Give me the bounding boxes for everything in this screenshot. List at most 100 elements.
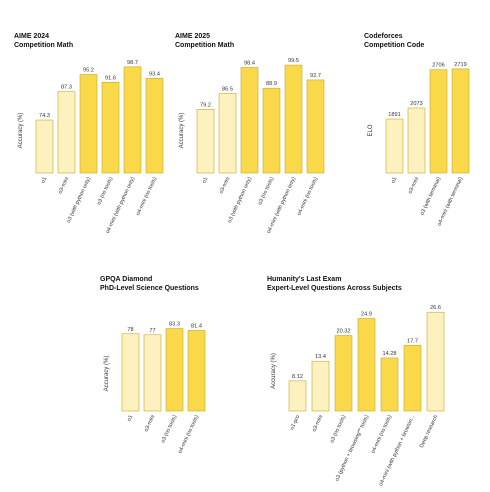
bar-value-label: 86.5: [222, 86, 233, 92]
y-axis-label: Accuracy (%): [18, 113, 24, 149]
bar-value-label: 2073: [410, 101, 422, 107]
x-tick-label: o3 (no tools): [96, 176, 114, 206]
bar: [429, 69, 448, 174]
bar-value-label: 1891: [388, 112, 400, 118]
y-axis-label: ELO: [368, 124, 374, 136]
chart-title: Humanity's Last Exam Expert-Level Questio…: [267, 275, 402, 293]
x-tick-label: o1: [126, 414, 134, 422]
chart-title-line: AIME 2024: [14, 33, 50, 40]
chart-svg: ELO 1891 o1 2073 o3-mini 2706 o3 (with termina…: [368, 62, 470, 227]
bar: [380, 357, 399, 412]
bar: [35, 119, 54, 174]
bar: [187, 330, 206, 412]
x-tick-label: Deep research: [419, 414, 439, 449]
y-axis-label: Accuracy (%): [104, 356, 110, 392]
bar-value-label: 26.6: [430, 305, 441, 311]
x-tick-label: o4-mini (with terminal): [436, 176, 464, 227]
x-tick-label: o1-pro: [289, 414, 301, 431]
bar: [218, 93, 237, 174]
x-tick-label: o3 (no tools): [257, 176, 275, 206]
bar: [284, 64, 303, 174]
bar: [79, 74, 98, 174]
x-tick-label: o4-mini (no tools): [370, 414, 393, 454]
chart-title: GPQA Diamond PhD-Level Science Questions: [100, 275, 199, 293]
chart-title-line: GPQA Diamond: [100, 276, 153, 283]
bar: [262, 87, 281, 174]
bar-value-label: 81.4: [191, 323, 202, 329]
bar: [145, 78, 164, 174]
x-tick-label: o3-mini: [57, 176, 70, 195]
bar-value-label: 8.12: [292, 374, 303, 380]
chart-title-line: Humanity's Last Exam: [267, 276, 342, 283]
x-tick-label: o3 (with python only): [227, 176, 254, 224]
chart-title: Codeforces Competition Code: [364, 32, 424, 50]
bar: [306, 79, 325, 174]
chart-title: AIME 2024 Competition Math: [14, 32, 73, 50]
x-tick-label: o3 (with python only): [66, 176, 93, 224]
x-tick-label: o3 (no tools): [329, 414, 347, 444]
x-tick-label: o1: [40, 176, 48, 184]
chart-subtitle-line: Expert-Level Questions Across Subjects: [267, 285, 402, 292]
chart-svg: Accuracy (%) 8.12 o1-pro 13.4 o3-mini 20.32 o3…: [271, 305, 445, 487]
x-tick-label: o3-mini: [218, 176, 231, 195]
bar-value-label: 83.3: [169, 322, 180, 328]
bar: [385, 118, 404, 174]
bar: [403, 344, 422, 412]
chart-subtitle-line: Competition Math: [175, 42, 235, 49]
bar: [196, 109, 215, 174]
bar: [407, 107, 426, 174]
bar-value-label: 13.4: [315, 354, 326, 360]
x-tick-label: o4-mini (no tools): [296, 176, 319, 216]
bar-value-label: 77: [149, 328, 155, 334]
chart-title: AIME 2025 Competition Math: [175, 32, 234, 50]
x-tick-label: o3-mini: [143, 414, 156, 433]
bar-value-label: 99.5: [288, 58, 299, 64]
bar-value-label: 20.32: [337, 329, 351, 335]
bar: [288, 380, 307, 412]
chart-subtitle-line: Competition Code: [364, 42, 425, 49]
y-axis-label: Accuracy (%): [179, 113, 185, 149]
chart-title-line: Codeforces: [364, 33, 403, 40]
x-tick-label: o1: [390, 176, 398, 184]
bar: [165, 328, 184, 412]
bar: [101, 82, 120, 174]
chart-svg: Accuracy (%) 74.3 o1 87.3 o3-mini 95.2 o3 (wit…: [18, 60, 164, 235]
bar: [121, 333, 140, 412]
bar-value-label: 88.9: [266, 81, 277, 87]
bar: [143, 334, 162, 412]
bar: [334, 335, 353, 412]
bar-value-label: 98.4: [244, 60, 255, 66]
bar: [357, 318, 376, 412]
x-tick-label: o3 (with terminal): [419, 176, 442, 216]
bar-value-label: 24.9: [361, 312, 372, 318]
bar-value-label: 78: [127, 327, 133, 333]
bar-value-label: 98.7: [127, 60, 138, 66]
bar: [311, 360, 330, 412]
bar-value-label: 95.2: [83, 67, 94, 73]
bar-value-label: 2719: [454, 62, 466, 68]
chart-svg: Accuracy (%) 78 o1 77 o3-mini 83.3 o3 (no tool…: [104, 322, 206, 455]
chart-subtitle-line: PhD-Level Science Questions: [100, 285, 199, 292]
x-tick-label: o3 (no tools): [160, 414, 178, 444]
bar-value-label: 91.6: [105, 75, 116, 81]
bar: [57, 91, 76, 174]
x-tick-label: o1: [201, 176, 209, 184]
chart-subtitle-line: Competition Math: [14, 42, 74, 49]
bar-value-label: 74.3: [39, 113, 50, 119]
bar: [240, 67, 259, 174]
chart-svg: Accuracy (%) 79.2 o1 86.5 o3-mini 98.4 o3 (wit…: [179, 58, 325, 235]
bar: [123, 66, 142, 174]
bar-value-label: 79.2: [200, 102, 211, 108]
bar-value-label: 93.4: [149, 71, 160, 77]
x-tick-label: o4-mini (no tools): [177, 414, 200, 454]
bar-value-label: 92.7: [310, 73, 321, 79]
bar-value-label: 17.7: [407, 338, 418, 344]
bar-value-label: 14.28: [383, 351, 397, 357]
y-axis-label: Accuracy (%): [271, 353, 277, 389]
bar-value-label: 87.3: [61, 85, 72, 91]
chart-title-line: AIME 2025: [175, 33, 211, 40]
x-tick-label: o3-mini: [407, 176, 420, 195]
bar-value-label: 2706: [432, 63, 444, 69]
x-tick-label: o4-mini (no tools): [135, 176, 158, 216]
x-tick-label: o3-mini: [311, 414, 324, 433]
